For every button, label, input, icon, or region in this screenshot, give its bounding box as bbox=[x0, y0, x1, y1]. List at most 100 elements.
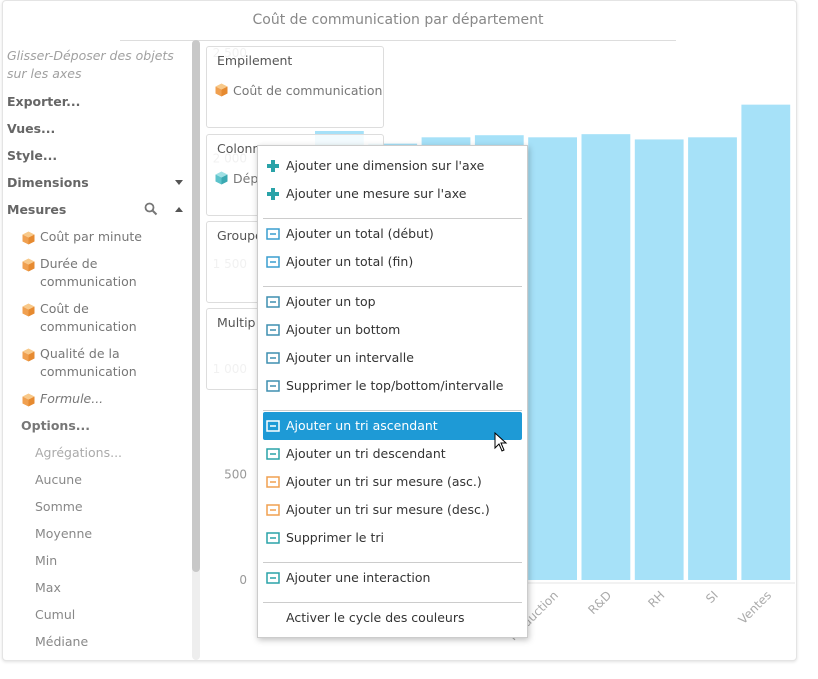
x-tick-label: SI bbox=[703, 588, 721, 606]
sidebar-menu-item[interactable]: Vues... bbox=[7, 121, 56, 136]
bar bbox=[741, 104, 791, 581]
icon-box bbox=[266, 352, 280, 364]
options-item[interactable]: Options... bbox=[21, 418, 91, 433]
menu-icon bbox=[267, 188, 279, 200]
menu-icon bbox=[266, 532, 280, 544]
menu-icon bbox=[266, 296, 280, 308]
drop-zone-label: Colonn bbox=[217, 141, 261, 156]
drop-zone-item-label: Coût de communication bbox=[233, 83, 383, 98]
menu-item[interactable]: Ajouter un total (début) bbox=[263, 220, 522, 248]
menu-item[interactable]: Ajouter une dimension sur l'axe bbox=[263, 152, 522, 180]
menu-item-label: Ajouter un tri sur mesure (desc.) bbox=[286, 502, 490, 517]
measure-item[interactable]: Durée de communication bbox=[0, 250, 150, 295]
menu-item[interactable]: Ajouter un total (fin) bbox=[263, 248, 522, 276]
menu-item-label: Ajouter un total (fin) bbox=[286, 254, 414, 269]
drop-zone-label: Empilement bbox=[217, 53, 293, 68]
formula-item[interactable]: Formule... bbox=[0, 385, 150, 412]
menu-item[interactable]: Supprimer le top/bottom/intervalle bbox=[263, 372, 522, 400]
arrow bbox=[175, 207, 183, 212]
menu-item[interactable]: Activer le cycle des couleurs bbox=[263, 604, 522, 632]
drop-zone-label: Multip bbox=[217, 315, 256, 330]
cube-icon bbox=[22, 231, 35, 245]
formula-label: Formule... bbox=[40, 390, 104, 406]
measure-item[interactable]: Qualité de la communication bbox=[0, 340, 150, 385]
context-menu: Ajouter une dimension sur l'axe Ajouter u… bbox=[257, 145, 528, 638]
menu-separator bbox=[263, 592, 522, 604]
cube-right bbox=[28, 396, 35, 407]
aggregation-item[interactable]: Min bbox=[35, 553, 58, 568]
sidebar-menu-item[interactable]: Exporter... bbox=[7, 94, 81, 109]
arrow bbox=[175, 180, 183, 185]
bar bbox=[528, 137, 577, 580]
menu-separator bbox=[263, 400, 522, 412]
menu-item-label: Supprimer le top/bottom/intervalle bbox=[286, 378, 504, 393]
cube-left bbox=[22, 261, 29, 272]
sidebar: Glisser-Déposer des objets sur les axes E… bbox=[0, 47, 188, 659]
menu-item[interactable]: Ajouter un tri ascendant bbox=[263, 412, 522, 440]
aggregation-item[interactable]: Aucune bbox=[35, 472, 82, 487]
aggregation-item[interactable]: Somme bbox=[35, 499, 83, 514]
menu-icon bbox=[266, 324, 280, 336]
menu-separator bbox=[263, 208, 522, 220]
menu-icon bbox=[266, 476, 280, 488]
icon-box bbox=[266, 380, 280, 392]
menu-item-label: Ajouter un total (début) bbox=[286, 226, 434, 241]
lens bbox=[144, 202, 155, 213]
cube-icon bbox=[22, 258, 35, 272]
cube-right bbox=[28, 351, 35, 362]
measure-label: Durée de communication bbox=[40, 255, 137, 289]
drop-zone-item[interactable]: Coût de communication bbox=[215, 83, 382, 98]
cube-icon bbox=[22, 393, 35, 407]
icon-h bbox=[267, 164, 279, 168]
scroll-thumb[interactable] bbox=[192, 40, 200, 572]
menu-item[interactable]: Ajouter un tri descendant bbox=[263, 440, 522, 468]
menu-item[interactable]: Ajouter un intervalle bbox=[263, 344, 522, 372]
icon-h bbox=[267, 192, 279, 196]
icon-box bbox=[266, 256, 280, 268]
aggregation-item[interactable]: Max bbox=[35, 580, 61, 595]
x-tick-label: RH bbox=[645, 588, 667, 610]
drop-zone-item-label: Dép bbox=[233, 171, 259, 186]
icon-box bbox=[266, 420, 280, 432]
measure-label: Coût de communication bbox=[40, 300, 137, 334]
handle bbox=[151, 209, 158, 216]
aggregation-item[interactable]: Médiane bbox=[35, 634, 89, 649]
menu-item-label: Ajouter un tri ascendant bbox=[286, 418, 438, 433]
menu-item[interactable]: Ajouter un tri sur mesure (asc.) bbox=[263, 468, 522, 496]
menu-icon bbox=[266, 572, 280, 584]
cube-icon bbox=[22, 348, 35, 362]
menu-item[interactable]: Ajouter une mesure sur l'axe bbox=[263, 180, 522, 208]
search-icon bbox=[144, 202, 158, 216]
aggregations-title: Agrégations... bbox=[35, 445, 123, 460]
sidebar-menu-item[interactable]: Mesures bbox=[0, 196, 188, 223]
drop-zone-item[interactable]: Dép bbox=[215, 171, 258, 186]
menu-item[interactable]: Ajouter une interaction bbox=[263, 564, 522, 592]
sidebar-menu-item[interactable]: Style... bbox=[7, 148, 58, 163]
menu-icon bbox=[267, 160, 279, 172]
cube-right bbox=[28, 261, 35, 272]
aggregation-item[interactable]: Moyenne bbox=[35, 526, 93, 541]
menu-item[interactable]: Ajouter un tri sur mesure (desc.) bbox=[263, 496, 522, 524]
sidebar-menu-item[interactable]: Dimensions bbox=[0, 169, 188, 196]
menu-item-label: Activer le cycle des couleurs bbox=[286, 610, 465, 625]
x-tick-label: Ventes bbox=[736, 588, 775, 627]
menu-item[interactable]: Supprimer le tri bbox=[263, 524, 522, 552]
menu-item[interactable]: Ajouter un bottom bbox=[263, 316, 522, 344]
cube-left bbox=[22, 234, 29, 245]
cube-icon bbox=[215, 83, 228, 97]
cube-left bbox=[22, 351, 29, 362]
scrollbar[interactable] bbox=[192, 40, 200, 660]
mouse-cursor bbox=[494, 432, 508, 452]
y-tick-label: 500 bbox=[224, 468, 247, 482]
cube-left bbox=[22, 396, 29, 407]
measure-item[interactable]: Coût de communication bbox=[0, 295, 150, 340]
cube-right bbox=[28, 234, 35, 245]
menu-item-label: Ajouter une mesure sur l'axe bbox=[286, 186, 467, 201]
aggregation-item[interactable]: Cumul bbox=[35, 607, 76, 622]
menu-item[interactable]: Ajouter un top bbox=[263, 288, 522, 316]
menu-item-label: Supprimer le tri bbox=[286, 530, 384, 545]
menu-item-label: Ajouter un intervalle bbox=[286, 350, 414, 365]
menu-item-label: Ajouter un tri sur mesure (asc.) bbox=[286, 474, 482, 489]
bar bbox=[634, 139, 684, 581]
measure-item[interactable]: Coût par minute bbox=[0, 223, 150, 250]
